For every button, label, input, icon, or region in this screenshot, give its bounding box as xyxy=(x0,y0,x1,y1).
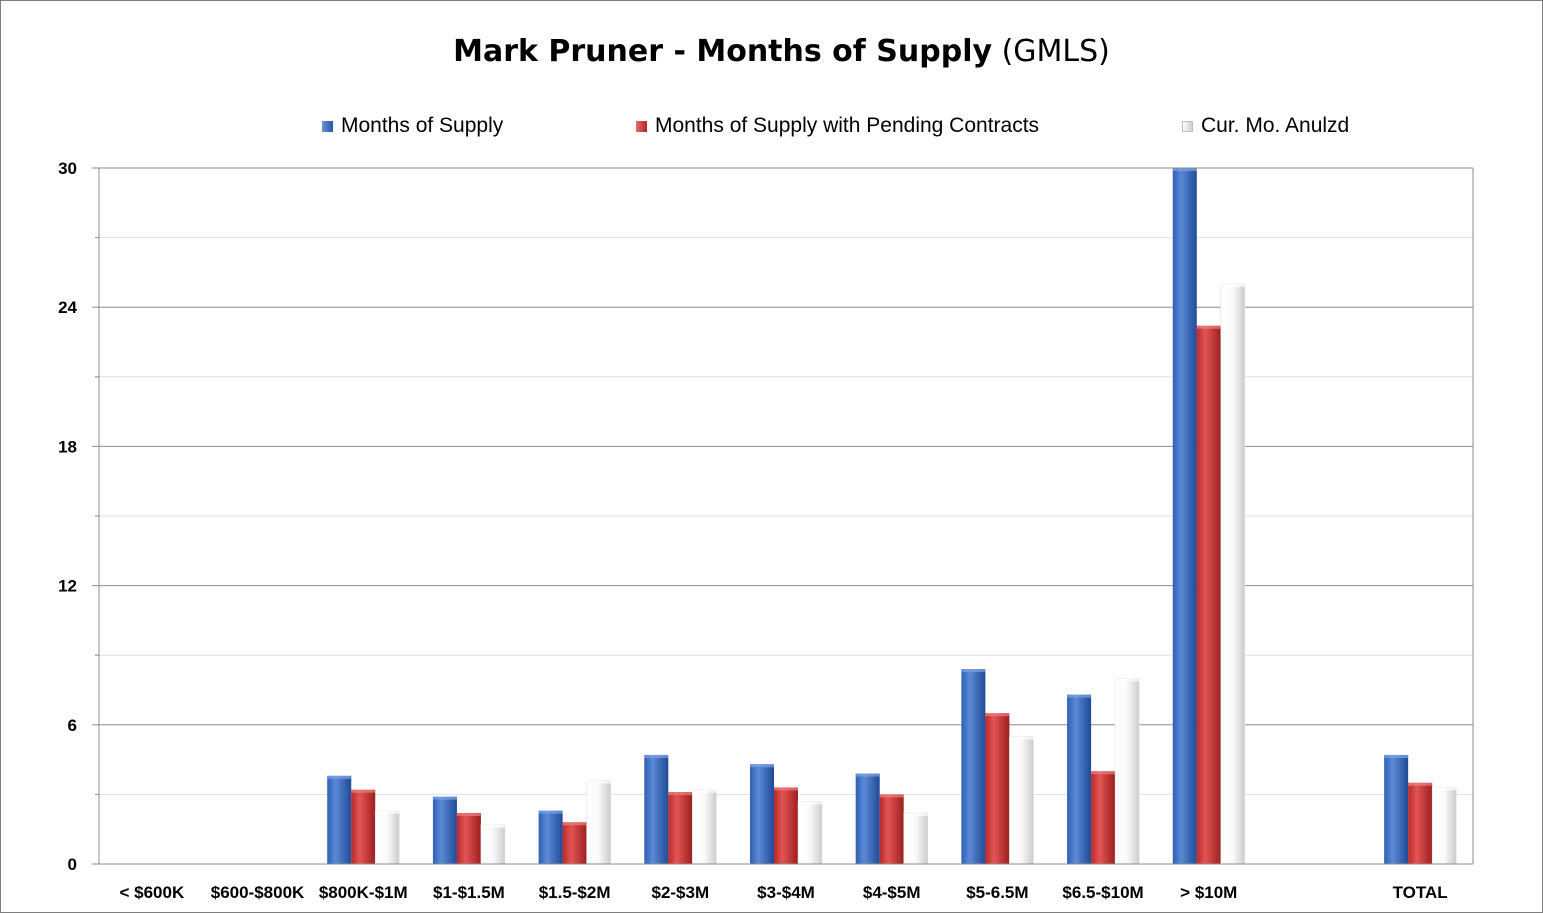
bar-months-of-supply xyxy=(644,754,669,864)
legend-swatch-blue xyxy=(322,120,333,132)
gridlines xyxy=(99,167,1473,795)
bar-cur-mo-anulzd-cap xyxy=(375,810,400,814)
chart-title-main: Mark Pruner - Months of Supply xyxy=(453,34,993,69)
chart-title: Mark Pruner - Months of Supply (GMLS) xyxy=(0,34,1543,69)
bar-pending-contracts xyxy=(879,794,904,864)
bar-months-of-supply xyxy=(1172,168,1197,864)
bar-pending-contracts-cap xyxy=(1408,782,1433,786)
bar-cur-mo-anulzd xyxy=(480,824,506,865)
bar-pending-contracts xyxy=(774,787,798,864)
bar-months-of-supply-cap xyxy=(1172,168,1197,171)
legend-label-cur-mo-anulzd: Cur. Mo. Anulzd xyxy=(1201,114,1350,137)
bar-cur-mo-anulzd-cap xyxy=(692,789,717,793)
bar-pending-contracts xyxy=(562,822,587,864)
legend: Months of Supply Months of Supply with P… xyxy=(0,114,1543,142)
bar-pending-contracts-cap xyxy=(456,812,481,816)
legend-item-months-of-supply: Months of Supply xyxy=(322,114,503,138)
x-tick-label: > $10M xyxy=(1180,883,1237,902)
bar-months-of-supply xyxy=(538,810,563,864)
x-tick-labels: < $600K $600-$800K $800K-$1M $1-$1.5M $1.5-$… xyxy=(119,883,1447,902)
bar-cur-mo-anulzd xyxy=(1220,283,1246,865)
bar-months-of-supply xyxy=(750,764,774,864)
bar-cur-mo-anulzd-cap xyxy=(798,801,822,805)
bar-cur-mo-anulzd xyxy=(692,789,717,865)
bar-months-of-supply xyxy=(1067,694,1092,864)
bar-pending-contracts-cap xyxy=(1091,771,1116,775)
x-tick-label: < $600K xyxy=(119,883,184,902)
bar-cur-mo-anulzd-cap xyxy=(903,812,928,816)
bar-months-of-supply-cap xyxy=(538,810,563,814)
bar-pending-contracts xyxy=(1091,771,1116,864)
bar-months-of-supply xyxy=(432,796,457,864)
legend-swatch-white xyxy=(1182,120,1193,132)
bar-months-of-supply-cap xyxy=(750,764,774,768)
bar-months-of-supply-cap xyxy=(961,669,986,673)
bar-cur-mo-anulzd-cap xyxy=(1115,678,1140,682)
bar-cur-mo-anulzd xyxy=(1431,787,1457,865)
bar-months-of-supply-cap xyxy=(855,773,880,777)
bar-months-of-supply xyxy=(1384,754,1409,864)
bar-cur-mo-anulzd-cap xyxy=(586,780,611,784)
y-tick-label: 12 xyxy=(58,577,77,596)
x-tick-label: $600-$800K xyxy=(211,883,305,902)
bar-cur-mo-anulzd xyxy=(586,780,611,865)
bar-pending-contracts-cap xyxy=(351,789,376,793)
bar-pending-contracts xyxy=(668,792,693,864)
x-tick-label: $5-6.5M xyxy=(966,883,1028,902)
legend-item-pending-contracts: Months of Supply with Pending Contracts xyxy=(636,114,1039,138)
bar-cur-mo-anulzd xyxy=(374,810,400,865)
x-tick-label: TOTAL xyxy=(1393,883,1448,902)
x-tick-label: $2-$3M xyxy=(651,883,709,902)
x-tick-label: $800K-$1M xyxy=(319,883,408,902)
bar-pending-contracts-cap xyxy=(985,713,1010,717)
bar-pending-contracts xyxy=(1196,325,1221,864)
x-tick-label: $1.5-$2M xyxy=(539,883,611,902)
x-tick-label: $3-$4M xyxy=(757,883,815,902)
bar-cur-mo-anulzd xyxy=(1114,678,1140,865)
legend-swatch-red xyxy=(636,120,647,132)
bar-cur-mo-anulzd-cap xyxy=(1220,284,1245,287)
bar-cur-mo-anulzd xyxy=(903,812,928,865)
y-tick-labels: 0 6 12 18 24 30 xyxy=(58,159,77,874)
bar-months-of-supply-cap xyxy=(1067,694,1092,698)
legend-label-pending-contracts: Months of Supply with Pending Contracts xyxy=(655,114,1040,137)
bar-pending-contracts-cap xyxy=(668,792,693,796)
bar-pending-contracts-cap xyxy=(562,822,587,826)
y-tick-label: 6 xyxy=(68,716,77,735)
bar-cur-mo-anulzd-cap xyxy=(1009,736,1034,740)
legend-item-cur-mo-anulzd: Cur. Mo. Anulzd xyxy=(1182,114,1349,138)
y-tick-label: 30 xyxy=(58,159,77,178)
x-tick-label: $6.5-$10M xyxy=(1062,883,1143,902)
legend-label-months-of-supply: Months of Supply xyxy=(341,114,504,137)
bar-pending-contracts-cap xyxy=(1196,325,1221,329)
bar-pending-contracts xyxy=(985,713,1010,864)
bar-months-of-supply-cap xyxy=(432,796,457,800)
bar-months-of-supply-cap xyxy=(644,754,669,758)
y-tick-label: 0 xyxy=(68,855,77,874)
bar-months-of-supply xyxy=(855,773,880,864)
bar-cur-mo-anulzd xyxy=(797,801,823,865)
bar-cur-mo-anulzd-cap xyxy=(480,824,505,828)
bar-months-of-supply xyxy=(961,669,986,864)
x-tick-label: $4-$5M xyxy=(863,883,921,902)
bar-months-of-supply-cap xyxy=(327,775,352,779)
bar-pending-contracts xyxy=(456,812,481,864)
axes xyxy=(92,167,1474,865)
x-tick-label: $1-$1.5M xyxy=(433,883,505,902)
chart-subtitle: (GMLS) xyxy=(1001,34,1110,69)
bar-months-of-supply xyxy=(327,775,352,864)
bar-months-of-supply-cap xyxy=(1384,754,1409,758)
bar-pending-contracts xyxy=(351,789,376,864)
bars xyxy=(327,168,1457,865)
bar-pending-contracts-cap xyxy=(774,787,798,791)
bar-pending-contracts xyxy=(1408,782,1433,864)
y-tick-label: 24 xyxy=(58,298,77,317)
y-tick-label: 18 xyxy=(58,437,77,456)
bar-pending-contracts-cap xyxy=(879,794,904,798)
bar-cur-mo-anulzd-cap xyxy=(1432,787,1457,791)
bar-cur-mo-anulzd xyxy=(1009,736,1034,865)
